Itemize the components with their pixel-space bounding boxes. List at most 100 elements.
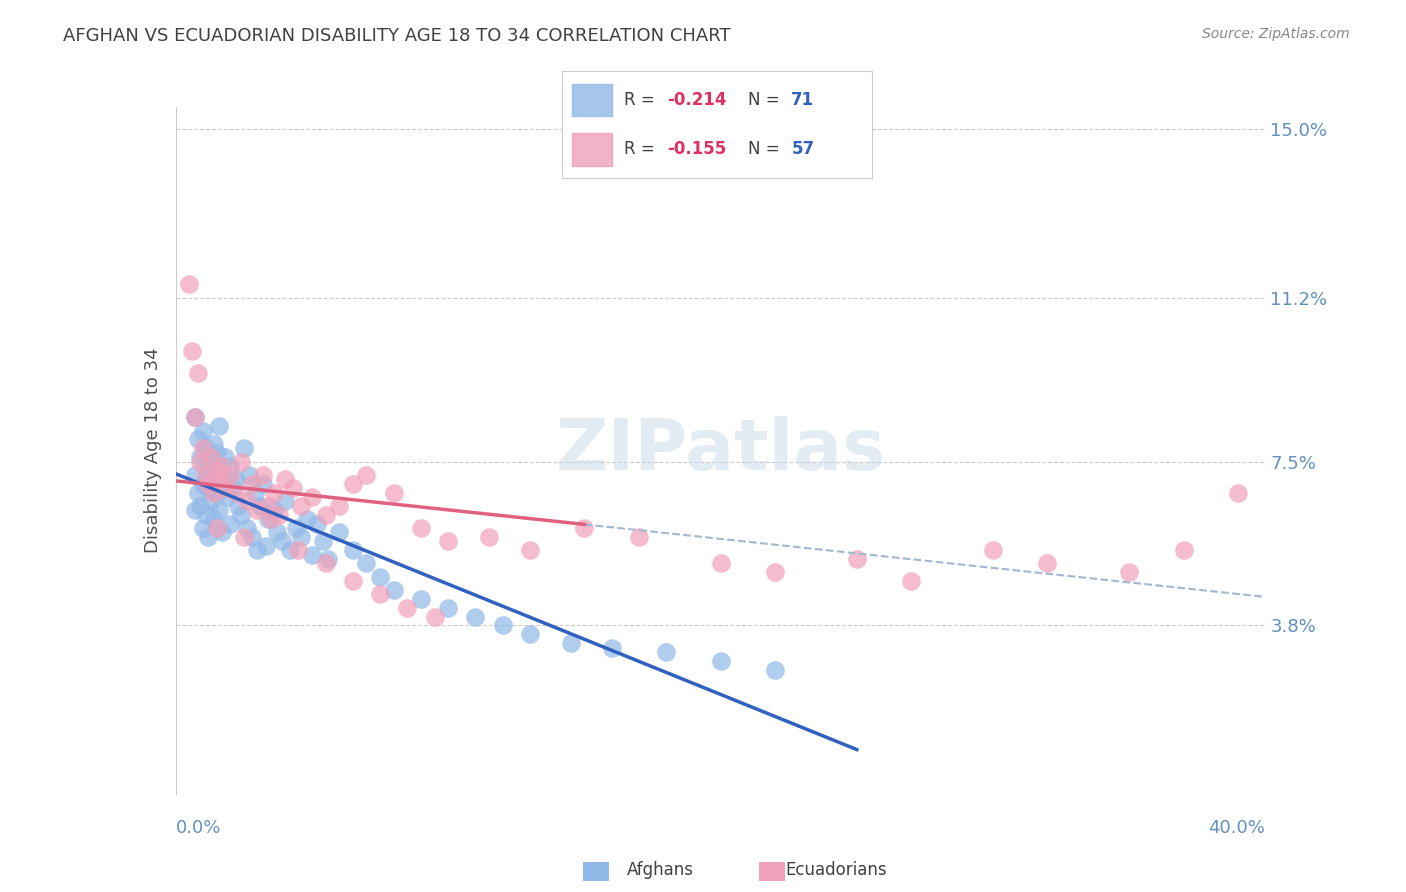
Point xyxy=(214,481,236,495)
Point xyxy=(205,485,228,500)
Point xyxy=(238,467,260,482)
Point xyxy=(205,521,228,535)
Point xyxy=(263,503,285,517)
Point xyxy=(249,499,271,513)
Point xyxy=(464,609,486,624)
Point xyxy=(278,543,301,558)
Point xyxy=(284,521,307,535)
Point xyxy=(301,548,323,562)
Point xyxy=(290,499,312,513)
Point xyxy=(191,476,214,491)
Point xyxy=(710,654,733,668)
Point xyxy=(266,525,288,540)
Point xyxy=(191,521,214,535)
Bar xyxy=(572,84,612,116)
Point xyxy=(186,366,209,380)
Point xyxy=(202,512,225,526)
Point xyxy=(197,530,219,544)
Point xyxy=(342,476,364,491)
Point xyxy=(295,512,318,526)
Point xyxy=(188,499,211,513)
Point xyxy=(342,574,364,589)
Point xyxy=(710,557,733,571)
Point xyxy=(231,454,253,468)
Point xyxy=(655,645,678,659)
Y-axis label: Disability Age 18 to 34: Disability Age 18 to 34 xyxy=(143,348,162,553)
Point xyxy=(205,445,228,459)
Point xyxy=(423,609,446,624)
Text: AFGHAN VS ECUADORIAN DISABILITY AGE 18 TO 34 CORRELATION CHART: AFGHAN VS ECUADORIAN DISABILITY AGE 18 T… xyxy=(63,27,731,45)
Point xyxy=(191,424,214,438)
Point xyxy=(318,552,340,566)
Point xyxy=(254,539,277,553)
Point xyxy=(184,410,207,425)
Point xyxy=(1118,566,1140,580)
Point xyxy=(627,530,650,544)
Point xyxy=(1173,543,1195,558)
Point xyxy=(845,552,868,566)
Point xyxy=(246,503,269,517)
Point xyxy=(232,442,254,456)
Point xyxy=(437,534,460,549)
Point xyxy=(225,485,247,500)
Point xyxy=(186,485,209,500)
Point xyxy=(290,530,312,544)
Text: N =: N = xyxy=(748,141,785,159)
Point xyxy=(478,530,501,544)
Point xyxy=(200,494,222,508)
Point xyxy=(194,472,217,486)
Text: 40.0%: 40.0% xyxy=(1209,819,1265,837)
Point xyxy=(208,503,231,517)
Point xyxy=(214,450,236,464)
Point xyxy=(437,600,460,615)
Point xyxy=(382,485,405,500)
Point xyxy=(301,490,323,504)
Point xyxy=(396,600,419,615)
Text: Source: ZipAtlas.com: Source: ZipAtlas.com xyxy=(1202,27,1350,41)
Point xyxy=(315,508,337,522)
Point xyxy=(186,433,209,447)
Point xyxy=(225,472,247,486)
Point xyxy=(900,574,922,589)
Point xyxy=(1036,557,1059,571)
Point xyxy=(257,499,280,513)
Point xyxy=(194,508,217,522)
Point xyxy=(184,410,207,425)
Point xyxy=(202,485,225,500)
Point xyxy=(243,485,266,500)
Point xyxy=(269,508,291,522)
Point xyxy=(235,521,257,535)
Point xyxy=(981,543,1004,558)
Text: Afghans: Afghans xyxy=(627,861,695,879)
Point xyxy=(208,472,231,486)
Text: ZIPatlas: ZIPatlas xyxy=(555,416,886,485)
Point xyxy=(560,636,582,650)
Point xyxy=(197,476,219,491)
Point xyxy=(231,508,253,522)
Point xyxy=(191,442,214,456)
Point xyxy=(260,512,283,526)
Point xyxy=(194,442,217,456)
Point xyxy=(252,476,274,491)
Point xyxy=(356,467,378,482)
Point xyxy=(368,587,391,601)
Point xyxy=(188,454,211,468)
Point xyxy=(342,543,364,558)
Point xyxy=(200,450,222,464)
Text: R =: R = xyxy=(624,141,661,159)
Point xyxy=(219,467,242,482)
Point xyxy=(217,490,239,504)
Point xyxy=(228,499,250,513)
Point xyxy=(235,494,257,508)
Point xyxy=(188,450,211,464)
Point xyxy=(246,543,269,558)
Point xyxy=(232,530,254,544)
Point xyxy=(222,481,245,495)
Point xyxy=(274,472,297,486)
Point xyxy=(200,463,222,477)
Point xyxy=(281,481,304,495)
Point xyxy=(240,530,263,544)
Point xyxy=(179,277,201,292)
Point xyxy=(519,627,541,641)
Point xyxy=(211,467,233,482)
